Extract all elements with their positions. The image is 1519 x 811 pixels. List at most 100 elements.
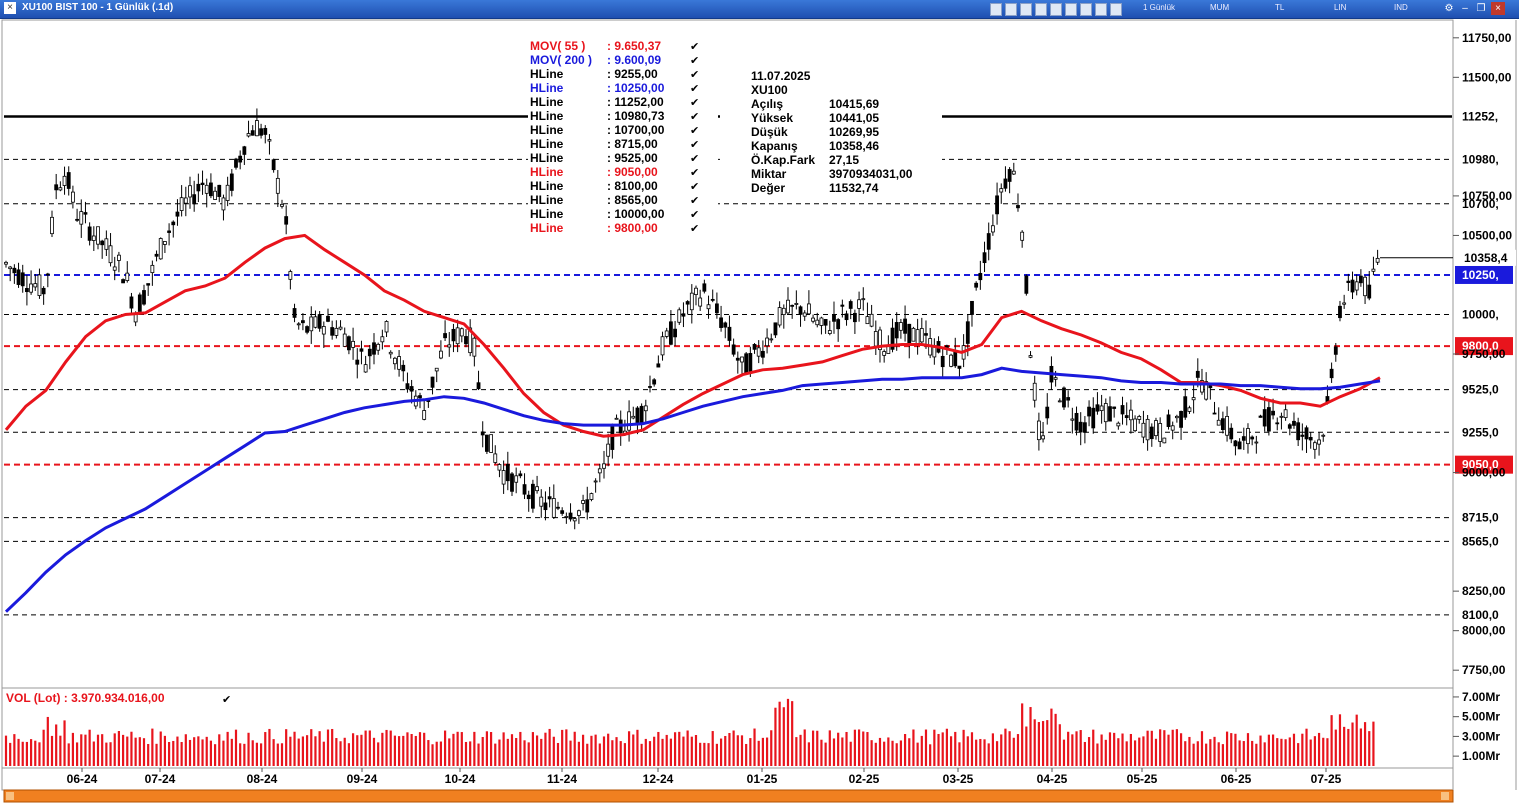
check-icon[interactable]: ✔ [690, 139, 699, 151]
volume-bar [389, 730, 392, 766]
legend-name: HLine [530, 109, 564, 123]
volume-bar [46, 716, 49, 766]
check-icon[interactable]: ✔ [690, 111, 699, 123]
candle-body [1333, 346, 1338, 355]
legend-value: : 9.650,37 [607, 39, 661, 53]
chart-type-icon[interactable] [1020, 3, 1032, 16]
crosshair-icon[interactable] [1095, 3, 1107, 16]
volume-bar [581, 734, 585, 766]
volume-bar [673, 732, 677, 766]
candle-body [522, 484, 527, 495]
indicator-selector[interactable]: IND [1394, 3, 1408, 12]
candle-body [1020, 231, 1025, 241]
candle-body [740, 356, 744, 363]
volume-bar [42, 729, 45, 766]
candle-body [1053, 377, 1058, 380]
candle-body [29, 283, 33, 293]
candle-body [752, 344, 757, 350]
check-icon[interactable]: ✔ [690, 167, 699, 179]
settings-icon[interactable] [1050, 3, 1062, 16]
scroll-left-icon[interactable] [6, 792, 14, 800]
volume-bar [715, 743, 718, 766]
volume-bar [1083, 741, 1086, 766]
draw-icon[interactable] [1005, 3, 1017, 16]
candle-body [677, 309, 682, 323]
check-icon[interactable]: ✔ [690, 97, 699, 109]
check-icon[interactable]: ✔ [690, 125, 699, 137]
candle-body [430, 376, 435, 388]
info-value: 11532,74 [829, 181, 879, 195]
arrow-icon[interactable] [1110, 3, 1122, 16]
candle-body [744, 353, 749, 375]
volume-bar [665, 734, 668, 766]
scroll-right-icon[interactable] [1441, 792, 1449, 800]
mov200-line[interactable] [4, 366, 1381, 613]
candle-body [355, 359, 360, 365]
volume-bar [1029, 707, 1032, 766]
price-chart[interactable]: 11252, 10980, 10700, 10250, 10000, 9800,0 9525… [0, 18, 1519, 806]
info-label: Ö.Kap.Fark [751, 152, 815, 167]
period-selector[interactable]: 1 Günlük [1143, 3, 1176, 12]
volume-bar [368, 730, 371, 766]
volume-bar [765, 737, 769, 766]
close-window-icon[interactable]: × [1491, 2, 1505, 15]
candle-body [58, 187, 63, 191]
candle-body [54, 184, 59, 191]
volume-bar [343, 737, 346, 766]
volume-bar [230, 738, 233, 766]
candle-body [351, 340, 355, 348]
volume-bar [598, 743, 601, 766]
candle-body [409, 386, 414, 392]
candle-body [167, 230, 171, 233]
candle-body [1279, 415, 1284, 418]
volume-bar [9, 742, 12, 766]
volume-bar [159, 731, 162, 766]
nav-icon[interactable] [1080, 3, 1092, 16]
volume-bar [1133, 740, 1137, 766]
candle-body [1170, 425, 1175, 431]
save-icon[interactable] [990, 3, 1002, 16]
restore-icon[interactable]: ❐ [1476, 3, 1486, 14]
check-icon[interactable]: ✔ [690, 195, 699, 207]
check-icon[interactable]: ✔ [690, 153, 699, 165]
volume-bar [1025, 726, 1028, 766]
check-icon[interactable]: ✔ [690, 209, 699, 221]
candle-body [221, 197, 226, 211]
chart-type-selector[interactable]: MUM [1210, 3, 1230, 12]
candle-body [1078, 421, 1083, 433]
grid-icon[interactable] [1065, 3, 1077, 16]
minimize-icon[interactable]: – [1462, 3, 1468, 14]
volume-bar [226, 731, 229, 766]
candle-body [1216, 419, 1221, 426]
horizontal-scrollbar[interactable] [3, 789, 1454, 803]
volume-check-icon[interactable]: ✔ [222, 694, 231, 706]
scale-selector[interactable]: LIN [1334, 3, 1347, 12]
candle-body [108, 245, 113, 264]
mov55-line[interactable] [4, 233, 1381, 438]
volume-bar [209, 740, 213, 766]
window-titlebar: × XU100 BIST 100 - 1 Günlük (.1d) 1 Günl… [0, 0, 1519, 19]
volume-bar [987, 743, 990, 766]
candle-body [397, 356, 401, 370]
volume-bar [393, 735, 397, 766]
check-icon[interactable]: ✔ [690, 181, 699, 193]
legend-bg [528, 123, 718, 137]
zoom-icon[interactable] [1035, 3, 1047, 16]
currency-selector[interactable]: TL [1275, 3, 1285, 12]
settings-icon[interactable]: ⚙ [1444, 3, 1454, 14]
volume-bar [452, 733, 455, 766]
check-icon[interactable]: ✔ [690, 41, 699, 53]
check-icon[interactable]: ✔ [690, 55, 699, 67]
volume-bar [719, 738, 723, 766]
legend-name: HLine [530, 137, 564, 151]
candle-body [493, 453, 498, 463]
candle-body [844, 313, 849, 321]
check-icon[interactable]: ✔ [690, 83, 699, 95]
candle-body [301, 320, 305, 324]
volume-bar [318, 731, 321, 766]
check-icon[interactable]: ✔ [690, 69, 699, 81]
candle-body [33, 283, 38, 288]
check-icon[interactable]: ✔ [690, 223, 699, 235]
volume-bar [728, 732, 731, 766]
close-icon[interactable]: × [4, 2, 16, 14]
